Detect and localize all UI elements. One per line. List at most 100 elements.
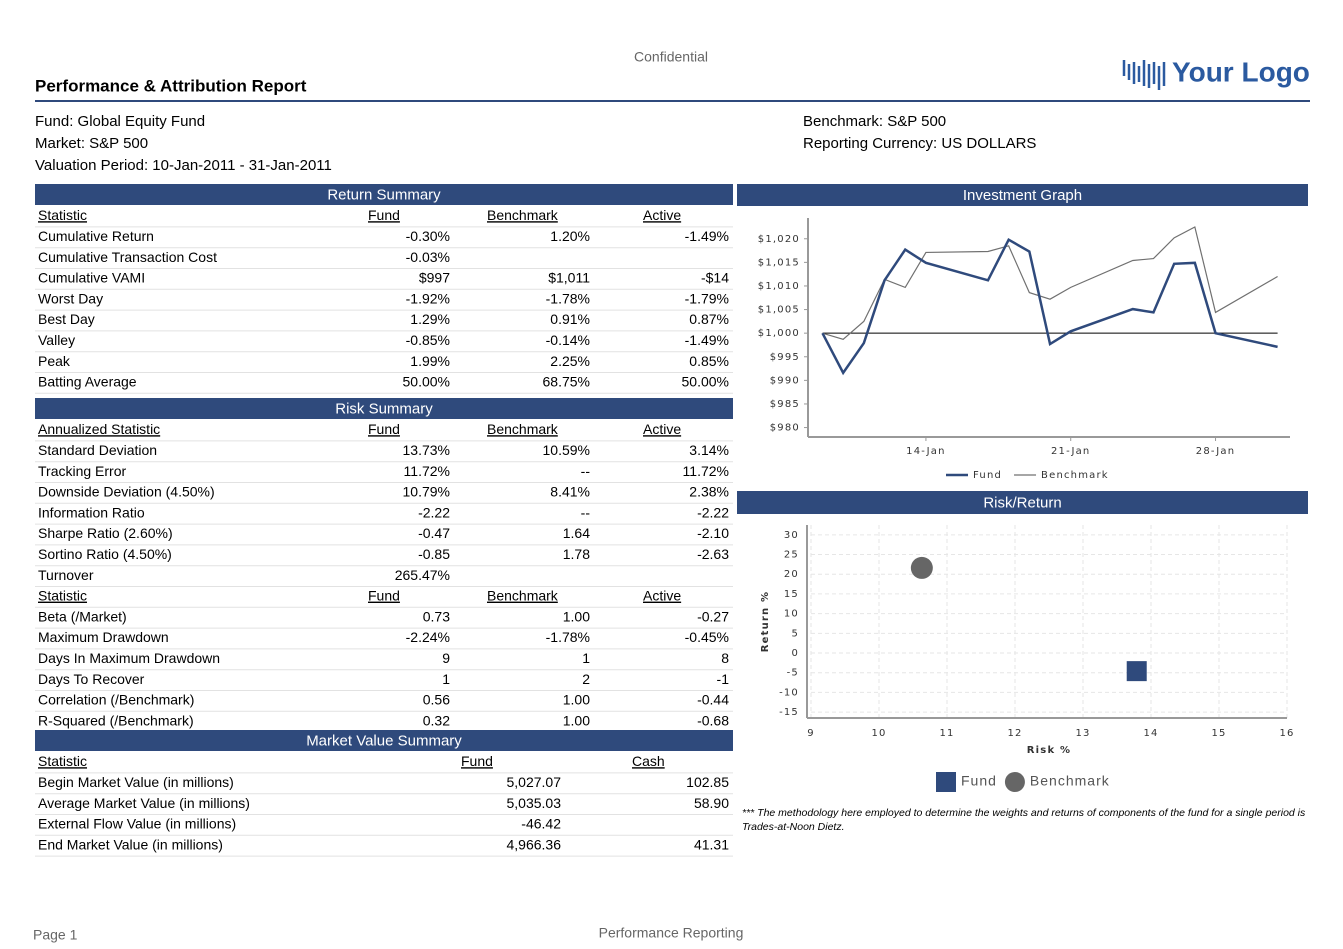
logo-text: Your Logo bbox=[1172, 56, 1310, 87]
row-label: Days To Recover bbox=[38, 671, 145, 687]
cell-value: 2.38% bbox=[689, 484, 729, 500]
row-label: Valley bbox=[38, 332, 75, 348]
x-tick-label: 14-Jan bbox=[906, 446, 946, 457]
legend-label: Fund bbox=[961, 773, 997, 789]
y-tick-label: -5 bbox=[787, 668, 799, 679]
cell-value: 1.00 bbox=[563, 692, 590, 708]
section-title: Risk Summary bbox=[335, 400, 433, 417]
cell-value: -- bbox=[581, 504, 591, 520]
y-tick-label: $995 bbox=[770, 352, 800, 363]
y-axis-label: Return % bbox=[760, 591, 771, 653]
section-bar bbox=[35, 730, 733, 751]
cell-value: 1.64 bbox=[563, 525, 590, 541]
row-label: Turnover bbox=[38, 567, 94, 583]
confidential: Confidential bbox=[634, 49, 708, 65]
section-title: Market Value Summary bbox=[306, 732, 462, 749]
y-tick-label: $980 bbox=[770, 423, 800, 434]
cell-value: $1,011 bbox=[548, 270, 590, 286]
section-bar bbox=[35, 398, 733, 419]
cell-value: 0.73 bbox=[423, 608, 450, 624]
fund-info: Reporting Currency: US DOLLARS bbox=[803, 135, 1036, 152]
row-label: Correlation (/Benchmark) bbox=[38, 692, 194, 708]
cell-value: 58.90 bbox=[694, 795, 729, 811]
cell-value: -2.22 bbox=[418, 504, 450, 520]
row-label: Beta (/Market) bbox=[38, 608, 127, 624]
x-tick-label: 13 bbox=[1075, 728, 1090, 739]
row-label: Information Ratio bbox=[38, 504, 145, 520]
x-tick-label: 11 bbox=[939, 728, 954, 739]
row-label: Batting Average bbox=[38, 374, 137, 390]
column-header: Benchmark bbox=[487, 207, 559, 223]
y-tick-label: 5 bbox=[791, 628, 799, 639]
legend-label: Benchmark bbox=[1030, 773, 1110, 789]
logo-icon bbox=[1122, 60, 1166, 90]
y-tick-label: $1,020 bbox=[758, 234, 800, 245]
column-header: Active bbox=[643, 588, 681, 604]
row-label: R-Squared (/Benchmark) bbox=[38, 712, 194, 728]
row-label: Sharpe Ratio (2.60%) bbox=[38, 525, 173, 541]
cell-value: 8.41% bbox=[550, 484, 590, 500]
cell-value: -1.78% bbox=[546, 629, 590, 645]
cell-value: 265.47% bbox=[395, 567, 450, 583]
column-header: Fund bbox=[368, 588, 400, 604]
section-title: Investment Graph bbox=[963, 187, 1082, 204]
column-header: Cash bbox=[632, 753, 665, 769]
y-tick-label: 15 bbox=[784, 589, 799, 600]
y-tick-label: $1,010 bbox=[758, 281, 800, 292]
cell-value: 1 bbox=[582, 650, 590, 666]
column-header: Statistic bbox=[38, 588, 87, 604]
point bbox=[1126, 661, 1147, 682]
y-tick-label: -15 bbox=[779, 707, 799, 718]
row-label: Peak bbox=[38, 353, 71, 369]
cell-value: -46.42 bbox=[521, 816, 561, 832]
legend-label: Fund bbox=[973, 470, 1002, 481]
x-tick-label: 28-Jan bbox=[1196, 446, 1236, 457]
row-label: Maximum Drawdown bbox=[38, 629, 169, 645]
cell-value: 0.85% bbox=[689, 353, 729, 369]
row-label: External Flow Value (in millions) bbox=[38, 816, 236, 832]
section-bar bbox=[737, 184, 1308, 206]
row-label: Average Market Value (in millions) bbox=[38, 795, 250, 811]
y-tick-label: 10 bbox=[784, 609, 799, 620]
fund-info: Benchmark: S&P 500 bbox=[803, 113, 946, 130]
section-title: Risk/Return bbox=[983, 494, 1061, 511]
cell-value: 1.20% bbox=[550, 228, 590, 244]
column-header: Fund bbox=[368, 207, 400, 223]
cell-value: 0.32 bbox=[423, 712, 450, 728]
cell-value: 50.00% bbox=[682, 374, 729, 390]
cell-value: 3.14% bbox=[689, 442, 729, 458]
x-tick-label: 12 bbox=[1007, 728, 1022, 739]
cell-value: -0.44 bbox=[697, 692, 729, 708]
section-title: Return Summary bbox=[327, 186, 441, 203]
cell-value: 1 bbox=[442, 671, 450, 687]
cell-value: 0.56 bbox=[423, 692, 450, 708]
y-tick-label: 30 bbox=[784, 530, 799, 541]
report-title: Performance & Attribution Report bbox=[35, 76, 307, 95]
cell-value: -2.22 bbox=[697, 504, 729, 520]
legend-swatch bbox=[1004, 772, 1025, 792]
cell-value: $997 bbox=[419, 270, 450, 286]
y-tick-label: $985 bbox=[770, 399, 800, 410]
cell-value: 9 bbox=[442, 650, 450, 666]
cell-value: 1.99% bbox=[410, 353, 450, 369]
cell-value: 0.91% bbox=[550, 311, 590, 327]
cell-value: -1.79% bbox=[685, 290, 729, 306]
row-label: Cumulative Transaction Cost bbox=[38, 249, 217, 265]
cell-value: 4,966.36 bbox=[507, 836, 562, 852]
row-label: Best Day bbox=[38, 311, 95, 327]
row-label: Downside Deviation (4.50%) bbox=[38, 484, 215, 500]
column-header: Active bbox=[643, 207, 681, 223]
cell-value: 68.75% bbox=[543, 374, 590, 390]
cell-value: 5,027.07 bbox=[507, 774, 562, 790]
footer-title: Performance Reporting bbox=[599, 925, 744, 941]
y-tick-label: -10 bbox=[779, 687, 799, 698]
column-header: Annualized Statistic bbox=[38, 421, 160, 437]
column-header: Statistic bbox=[38, 753, 87, 769]
column-header: Fund bbox=[368, 421, 400, 437]
cell-value: -1 bbox=[717, 671, 730, 687]
cell-value: 8 bbox=[721, 650, 729, 666]
cell-value: -0.85 bbox=[418, 546, 450, 562]
y-tick-label: 25 bbox=[784, 550, 799, 561]
cell-value: 1.78 bbox=[563, 546, 590, 562]
